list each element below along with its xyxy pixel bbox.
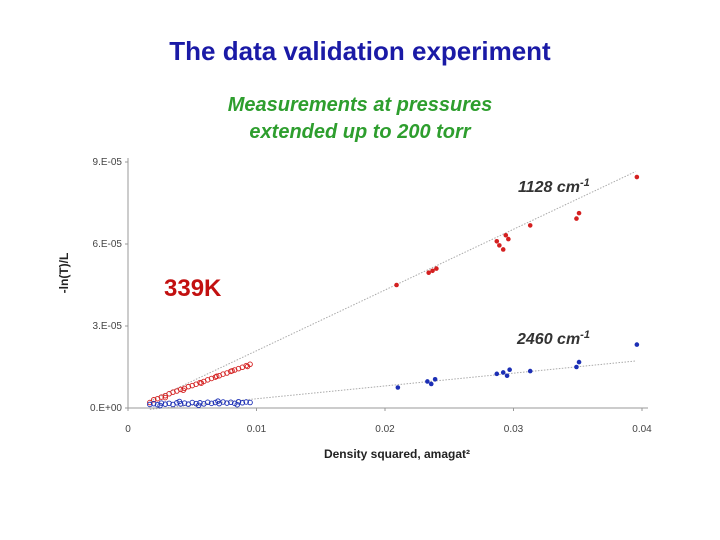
hollow-data-point [229,368,235,374]
hollow-data-point [147,399,153,406]
filled-data-point [506,236,511,242]
filled-data-point [494,371,500,377]
hollow-data-point [166,400,172,407]
subtitle-line-1: Measurements at pressures [227,94,493,116]
hollow-data-point [150,400,157,407]
hollow-data-point [198,380,204,386]
y-tick-label: 3.E-05 [93,321,123,332]
hollow-data-point [208,400,215,407]
filled-data-point [494,238,500,244]
filled-data-point [425,379,430,384]
slide-title: The data validation experiment [169,36,551,66]
hollow-data-point [177,386,184,393]
hollow-data-point [157,402,163,409]
hollow-data-point [176,398,183,405]
filled-data-point [500,247,506,252]
x-tick-label: 0.01 [247,424,267,435]
hollow-data-point [162,401,169,407]
chart-axes: 0.E+00 3.E-05 6.E-05 9.E-05 0 0.01 0.02 0.03 0.0… [90,157,652,435]
trend-line [149,360,636,410]
hollow-data-point [170,389,176,395]
x-tick-label: 0.03 [504,424,524,435]
filled-data-point [432,377,438,382]
hollow-data-point [220,371,226,377]
hollow-data-point [204,399,211,406]
x-axis-title: Density squared, amagat² [324,447,470,461]
hollow-data-point [162,394,169,401]
hollow-data-point [235,398,242,405]
hollow-data-point [243,399,249,405]
filled-data-point [395,385,401,390]
filled-data-point [574,216,579,221]
hollow-data-point [239,400,246,406]
x-tick-label: 0 [125,424,131,435]
series-label-1128: 1128 cm-1 [518,177,590,196]
y-tick-label: 9.E-05 [93,157,123,168]
slide-subtitle: Measurements at pressures extended up to… [0,92,720,146]
subtitle-line-2: extended up to 200 torr [249,121,471,143]
chart-labels: Density squared, amagat² -ln(T)/L 1128 cm-… [57,177,590,461]
hollow-data-point [189,399,195,406]
x-tick-label: 0.02 [375,424,395,435]
filled-data-point [428,381,434,387]
hollow-data-point [213,373,220,380]
hollow-data-point [247,399,253,406]
filled-data-point [434,266,439,271]
hollow-data-point [215,398,221,404]
y-tick-label: 0.E+00 [90,403,122,414]
filled-data-point [497,243,502,248]
filled-data-point [394,282,399,288]
filled-data-point [527,223,533,228]
hollow-data-point [228,399,234,406]
filled-data-point [504,373,510,379]
filled-data-point [527,368,533,374]
filled-data-point [500,370,506,375]
trend-line [149,171,636,402]
y-axis-title: -ln(T)/L [57,253,71,294]
temperature-label: 339K [164,275,222,302]
filled-data-point [503,232,509,238]
hollow-data-point [234,401,240,408]
hollow-data-point [195,402,202,409]
hollow-data-point [147,401,153,408]
trend-lines [149,171,636,410]
hollow-data-point [220,399,226,405]
filled-data-point [430,268,435,274]
data-points [147,174,640,409]
hollow-data-point [185,383,192,390]
filled-data-point [574,364,579,370]
hollow-data-point [150,397,157,403]
hollow-data-point [224,400,230,406]
filled-data-point [634,342,640,347]
filled-data-point [576,359,582,365]
hollow-data-point [180,387,187,393]
filled-data-point [576,210,582,216]
filled-data-point [507,367,512,373]
hollow-data-point [181,400,188,406]
series-label-2460: 2460 cm-1 [516,329,590,348]
hollow-data-point [244,363,251,370]
x-tick-label: 0.04 [632,424,652,435]
filled-data-point [634,174,640,180]
filled-data-point [426,270,431,276]
y-tick-label: 6.E-05 [93,239,123,250]
